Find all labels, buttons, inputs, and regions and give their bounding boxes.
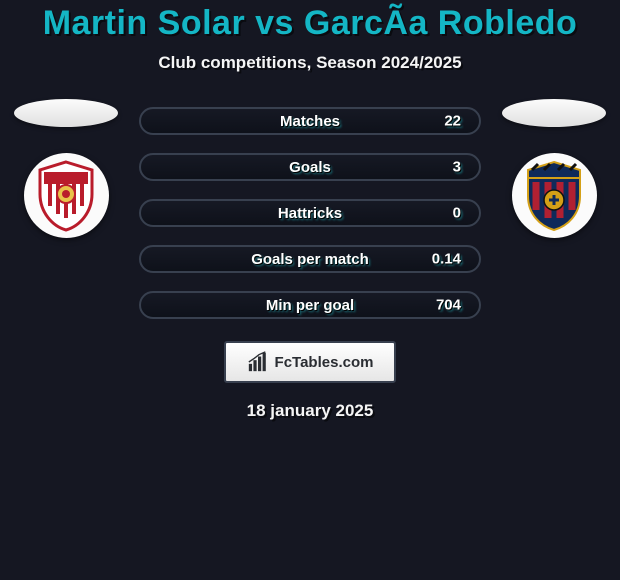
- stat-label: Hattricks: [278, 205, 342, 222]
- page-subtitle: Club competitions, Season 2024/2025: [158, 53, 461, 73]
- brand-box[interactable]: FcTables.com: [224, 341, 396, 383]
- stats-column: Matches 22 Goals 3 Hattricks 0 Goals per…: [139, 107, 481, 319]
- bar-chart-icon: [247, 351, 269, 373]
- granada-crest-icon: [35, 160, 97, 232]
- right-flag-placeholder: [502, 99, 606, 127]
- stat-right-value: 3: [453, 159, 461, 176]
- stat-label: Goals per match: [251, 251, 369, 268]
- stat-right-value: 704: [436, 297, 461, 314]
- left-club-crest: [24, 153, 109, 238]
- levante-crest-icon: [523, 160, 585, 232]
- stat-label: Matches: [280, 113, 340, 130]
- stat-row-mpg: Min per goal 704: [139, 291, 481, 319]
- root: Martin Solar vs GarcÃ­a Robledo Club com…: [0, 0, 620, 421]
- stat-row-gpm: Goals per match 0.14: [139, 245, 481, 273]
- date-text: 18 january 2025: [247, 401, 374, 421]
- stat-row-hattricks: Hattricks 0: [139, 199, 481, 227]
- stat-label: Min per goal: [266, 297, 354, 314]
- stat-row-matches: Matches 22: [139, 107, 481, 135]
- left-flag-placeholder: [14, 99, 118, 127]
- stat-right-value: 22: [444, 113, 461, 130]
- left-player-col: [11, 99, 121, 238]
- right-player-col: [499, 99, 609, 238]
- stat-right-value: 0.14: [432, 251, 461, 268]
- brand-text: FcTables.com: [275, 354, 374, 371]
- page-title: Martin Solar vs GarcÃ­a Robledo: [43, 4, 578, 43]
- main-row: Matches 22 Goals 3 Hattricks 0 Goals per…: [0, 99, 620, 319]
- right-club-crest: [512, 153, 597, 238]
- stat-right-value: 0: [453, 205, 461, 222]
- stat-label: Goals: [289, 159, 331, 176]
- stat-row-goals: Goals 3: [139, 153, 481, 181]
